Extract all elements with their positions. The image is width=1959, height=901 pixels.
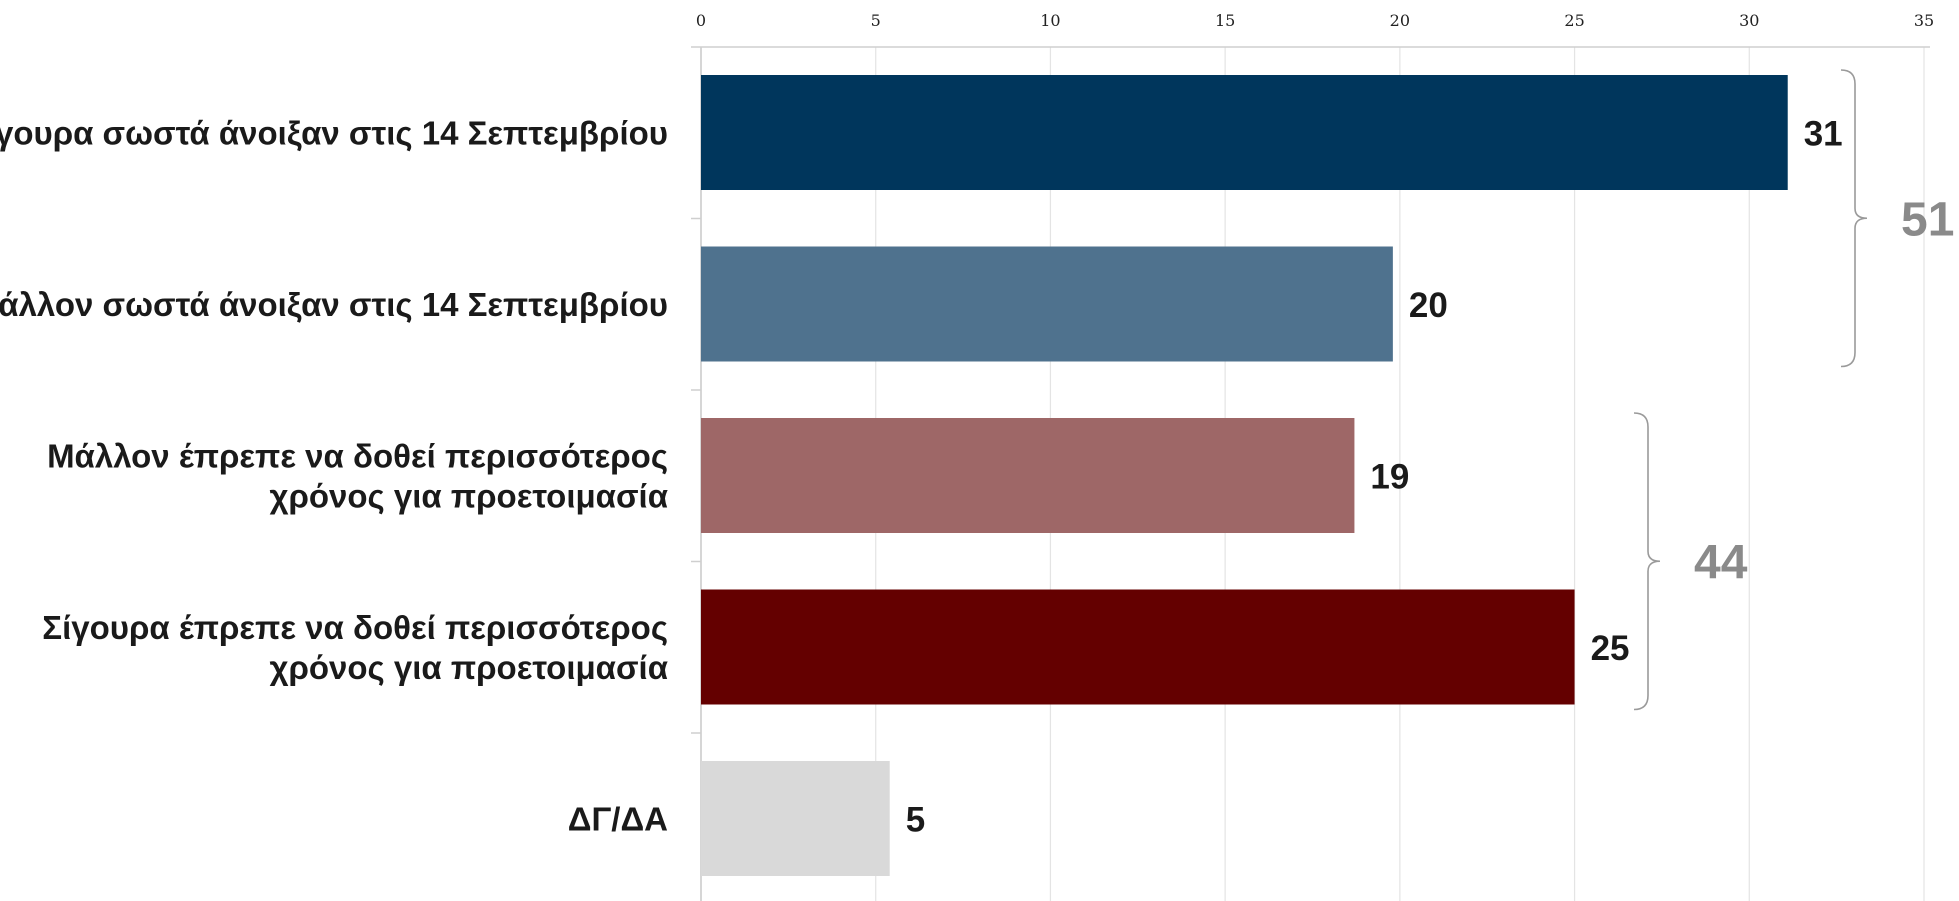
x-tick-label: 30 [1739, 11, 1759, 30]
bar [701, 75, 1788, 190]
bar [701, 246, 1393, 362]
bars [701, 75, 1788, 876]
category-label: ΔΓ/ΔΑ [568, 801, 668, 838]
x-tick-label: 5 [871, 11, 881, 30]
bar [701, 589, 1575, 705]
category-label: χρόνος για προετοιμασία [269, 649, 668, 686]
data-label: 19 [1370, 458, 1409, 497]
group-bracket [1633, 412, 1661, 711]
category-label: Σίγουρα σωστά άνοιξαν στις 14 Σεπτεμβρίο… [0, 115, 668, 152]
x-tick-label: 0 [696, 11, 706, 30]
category-labels: Σίγουρα σωστά άνοιξαν στις 14 Σεπτεμβρίο… [0, 115, 668, 838]
x-axis: 0 5 10 15 20 25 30 35 [691, 11, 1934, 734]
x-tick-label: 10 [1040, 11, 1060, 30]
data-label: 31 [1804, 115, 1843, 154]
bar [701, 418, 1355, 533]
category-label: χρόνος για προετοιμασία [269, 478, 668, 515]
x-tick-label: 25 [1564, 11, 1584, 30]
data-label: 20 [1409, 286, 1448, 325]
data-label: 25 [1591, 629, 1630, 668]
bar [701, 761, 890, 876]
data-label: 5 [906, 801, 925, 840]
value-labels: 31 20 19 25 5 [906, 115, 1843, 840]
group-bracket [1840, 69, 1868, 368]
x-tick-label: 20 [1390, 11, 1410, 30]
group-total-label: 51 [1901, 193, 1954, 246]
x-tick-label: 35 [1914, 11, 1934, 30]
x-tick-label: 15 [1215, 11, 1235, 30]
category-label: Μάλλον σωστά άνοιξαν στις 14 Σεπτεμβρίου [0, 286, 668, 323]
category-label: Μάλλον έπρεπε να δοθεί περισσότερος [47, 438, 668, 475]
group-total-label: 44 [1694, 536, 1748, 589]
group-brackets: 51 44 [1633, 69, 1954, 711]
category-label: Σίγουρα έπρεπε να δοθεί περισσότερος [42, 609, 668, 646]
